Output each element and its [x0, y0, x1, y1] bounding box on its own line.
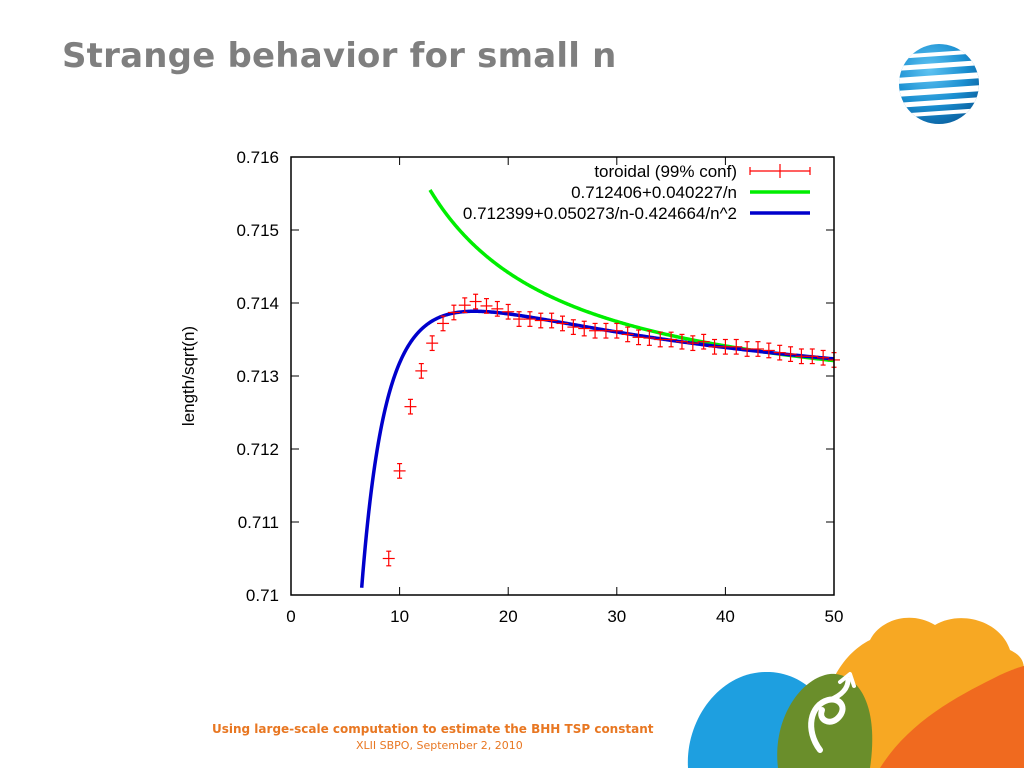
- series-curves: [359, 189, 835, 588]
- data-point: [686, 335, 699, 352]
- data-point: [806, 348, 819, 365]
- data-point: [545, 312, 558, 329]
- data-point: [567, 319, 580, 335]
- data-point: [762, 342, 775, 359]
- data-point: [578, 320, 591, 337]
- data-point: [675, 333, 688, 350]
- data-point: [382, 550, 395, 567]
- y-tick-label: 0.714: [236, 294, 279, 313]
- data-point: [502, 303, 515, 320]
- data-point: [513, 311, 526, 327]
- x-tick-label: 30: [607, 607, 626, 626]
- data-point: [610, 322, 623, 339]
- x-tick-label: 20: [499, 607, 518, 626]
- data-point: [589, 322, 602, 339]
- legend-label: 0.712399+0.050273/n-0.424664/n^2: [463, 204, 737, 223]
- y-tick-label: 0.716: [236, 148, 279, 167]
- data-point: [556, 315, 569, 332]
- data-point: [719, 338, 732, 355]
- x-tick-label: 0: [286, 607, 295, 626]
- chart: 0 10 20 30 40 50 0.710.7110.7120.7130.7140.71…: [179, 148, 843, 626]
- data-point: [469, 293, 482, 310]
- series-line: [359, 309, 835, 588]
- y-tick-label: 0.713: [236, 367, 279, 386]
- cloud-swirl-decoration: [687, 617, 1024, 768]
- data-point: [632, 329, 645, 346]
- x-tick-label: 10: [390, 607, 409, 626]
- plot-frame: [290, 156, 835, 596]
- x-tick-label: 40: [716, 607, 735, 626]
- data-point: [523, 311, 536, 327]
- data-point: [491, 300, 504, 317]
- data-point: [697, 333, 710, 350]
- legend: toroidal (99% conf) 0.712406+0.040227/n 0.…: [463, 162, 811, 223]
- att-globe-icon: [899, 44, 979, 124]
- legend-label: toroidal (99% conf): [594, 162, 737, 181]
- data-point: [741, 341, 754, 357]
- data-point: [784, 346, 797, 362]
- data-point: [458, 297, 471, 314]
- data-point: [393, 463, 406, 479]
- data-point: [480, 298, 493, 314]
- legend-label: 0.712406+0.040227/n: [571, 183, 737, 202]
- y-axis-label: length/sqrt(n): [179, 326, 198, 426]
- data-point: [426, 335, 439, 352]
- data-point: [751, 341, 764, 357]
- x-tick-labels: 0 10 20 30 40 50: [286, 607, 843, 626]
- y-tick-label: 0.711: [238, 513, 279, 532]
- data-point: [621, 326, 634, 343]
- axis-ticks: [290, 156, 835, 596]
- data-point: [404, 398, 417, 415]
- data-point: [643, 330, 656, 346]
- y-tick-label: 0.715: [236, 221, 279, 240]
- data-point: [654, 331, 667, 348]
- x-tick-label: 50: [825, 607, 844, 626]
- slide-title: Strange behavior for small n: [62, 36, 617, 76]
- y-tick-labels: 0.71 0.711 0.712 0.713 0.714 0.715 0.716: [236, 148, 279, 605]
- data-point: [665, 331, 678, 348]
- data-point: [437, 315, 450, 332]
- data-point: [599, 322, 612, 339]
- data-point: [708, 338, 721, 355]
- data-point: [817, 349, 830, 366]
- data-point: [773, 344, 786, 361]
- y-tick-label: 0.712: [236, 440, 279, 459]
- data-point: [795, 348, 808, 365]
- footer-event-date: XLII SBPO, September 2, 2010: [356, 739, 523, 752]
- data-point: [534, 312, 547, 329]
- data-point: [415, 362, 428, 379]
- data-point: [730, 338, 743, 355]
- series-points: [382, 293, 840, 567]
- y-tick-label: 0.71: [246, 586, 279, 605]
- data-point: [447, 304, 460, 321]
- footer-presentation-title: Using large-scale computation to estimat…: [212, 722, 654, 736]
